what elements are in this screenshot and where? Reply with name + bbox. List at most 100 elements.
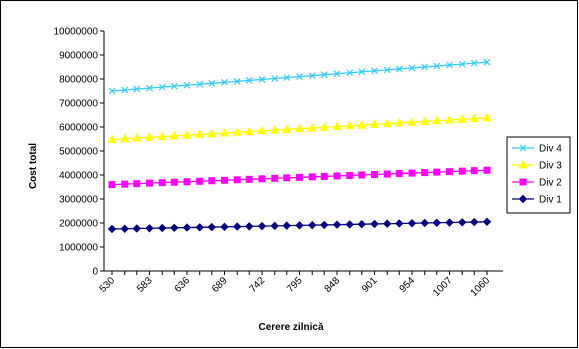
data-point <box>245 175 253 183</box>
data-point <box>483 166 491 174</box>
series-div-2 <box>108 166 491 189</box>
data-point <box>107 224 117 234</box>
data-point <box>245 222 254 231</box>
x-tick-label: 583 <box>135 275 155 295</box>
data-point <box>207 128 217 138</box>
data-point <box>319 122 329 131</box>
data-point <box>446 168 453 176</box>
data-point <box>108 87 116 95</box>
data-point <box>233 222 242 231</box>
data-point <box>233 176 241 184</box>
legend-entry: Div 3 <box>512 159 562 172</box>
data-point <box>332 121 342 131</box>
data-point <box>244 126 254 136</box>
y-tick-label: 6000000 <box>59 123 98 134</box>
legend-marker <box>518 194 528 204</box>
y-tick-label: 5000000 <box>59 147 98 158</box>
data-point <box>233 77 241 85</box>
data-point <box>357 120 367 129</box>
data-point <box>282 221 291 230</box>
data-point <box>132 132 142 142</box>
data-point <box>371 171 378 179</box>
data-point <box>169 130 179 140</box>
data-point <box>421 63 429 71</box>
data-point <box>221 78 228 86</box>
data-point <box>408 169 416 177</box>
data-point <box>232 127 242 136</box>
y-tick-label: 3000000 <box>59 195 98 206</box>
data-point <box>408 64 416 72</box>
data-point <box>320 172 328 180</box>
legend: Div 4 Div 3 Div 2 Div 1 <box>506 136 571 214</box>
legend-marker <box>519 144 527 152</box>
data-point <box>357 219 366 229</box>
legend-label: Div 2 <box>539 178 562 189</box>
y-tick-label: 2000000 <box>59 219 98 230</box>
data-point <box>371 67 378 75</box>
data-point <box>270 221 279 231</box>
data-point <box>445 218 454 227</box>
data-point <box>120 133 130 143</box>
data-point <box>158 179 166 187</box>
data-point <box>132 224 141 233</box>
data-point <box>432 218 441 227</box>
data-point <box>420 218 429 228</box>
data-point <box>121 180 129 188</box>
data-point <box>121 86 129 94</box>
data-point <box>457 114 467 123</box>
legend-marker <box>519 178 527 186</box>
x-tick-label: 848 <box>323 275 343 295</box>
y-tick-label: 10000000 <box>54 27 99 38</box>
x-axis: 530 583 636 689 742 795 848 901 954 1007 1060 <box>98 270 503 299</box>
data-point <box>144 132 155 141</box>
data-point <box>133 85 141 93</box>
data-point <box>146 179 153 187</box>
data-point <box>208 177 216 185</box>
data-point <box>196 177 204 185</box>
data-point <box>107 134 117 143</box>
data-point <box>407 219 417 228</box>
data-point <box>320 71 328 79</box>
data-point <box>370 219 379 229</box>
data-point <box>157 131 167 141</box>
data-point <box>470 217 479 227</box>
data-point <box>433 168 441 176</box>
legend-entry: Div 4 <box>512 144 562 155</box>
data-point <box>382 118 392 128</box>
y-tick-label: 9000000 <box>59 51 98 62</box>
data-point <box>308 173 316 181</box>
data-point <box>383 170 391 178</box>
y-tick-label: 8000000 <box>59 75 98 86</box>
legend-box <box>506 136 571 214</box>
data-point <box>196 80 204 88</box>
data-point <box>282 124 292 133</box>
x-tick-label: 901 <box>360 275 380 295</box>
data-point <box>346 69 354 77</box>
x-tick-label: 530 <box>98 275 118 295</box>
data-point <box>183 81 191 89</box>
data-point <box>470 59 478 67</box>
data-point <box>432 115 442 125</box>
x-tick-label: 795 <box>285 275 305 295</box>
legend-label: Div 3 <box>539 161 562 172</box>
data-point <box>320 220 329 230</box>
data-point <box>296 173 303 181</box>
data-point <box>294 123 305 133</box>
data-point <box>195 129 205 138</box>
data-point <box>170 223 179 233</box>
data-point <box>133 180 141 188</box>
x-tick-label: 742 <box>248 275 268 295</box>
x-tick-label: 689 <box>210 275 230 295</box>
data-point <box>420 116 430 125</box>
data-point <box>394 117 404 127</box>
legend-entry: Div 1 <box>512 195 562 206</box>
data-point <box>395 170 403 178</box>
data-point <box>482 217 492 227</box>
data-point <box>158 83 166 91</box>
data-point <box>369 119 380 128</box>
data-point <box>207 222 216 232</box>
data-point <box>245 77 253 84</box>
data-point <box>296 73 303 81</box>
